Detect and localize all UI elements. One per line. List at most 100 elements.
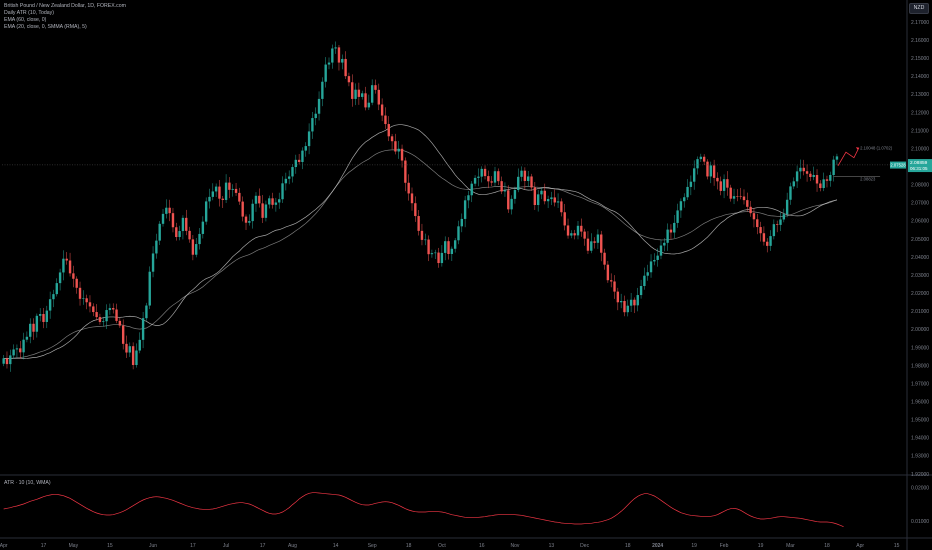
candle-body bbox=[261, 203, 264, 218]
candle-body bbox=[52, 294, 55, 300]
symbol-title[interactable]: British Pound / New Zealand Dollar, 1D, … bbox=[4, 3, 126, 9]
candle-body bbox=[351, 82, 354, 99]
candle-body bbox=[25, 336, 29, 340]
candle-body bbox=[214, 186, 218, 192]
arrow-head-icon bbox=[855, 147, 859, 150]
candle-body bbox=[593, 241, 596, 243]
candle-body bbox=[460, 218, 463, 227]
currency-badge[interactable]: NZD bbox=[909, 3, 929, 14]
level-price-label: 2.08823 bbox=[860, 176, 876, 181]
candle-body bbox=[82, 298, 85, 299]
time-tick-label: 18 bbox=[406, 543, 412, 549]
candle-body bbox=[749, 206, 752, 214]
candle-body bbox=[171, 213, 175, 228]
candle-body bbox=[533, 187, 537, 206]
candle-body bbox=[158, 223, 161, 241]
candle-body bbox=[772, 224, 776, 237]
atr-panel-label[interactable]: ATR · 10 (10, WMA) bbox=[4, 480, 51, 486]
candle-body bbox=[590, 241, 593, 251]
candle-body bbox=[278, 199, 281, 203]
candle-body bbox=[188, 230, 191, 240]
candle-body bbox=[178, 231, 181, 238]
candle-body bbox=[404, 160, 407, 183]
candle-body bbox=[198, 233, 201, 245]
candle-body bbox=[626, 305, 629, 313]
time-tick-label: 17 bbox=[41, 543, 47, 549]
candle-body bbox=[805, 171, 809, 174]
candle-body bbox=[424, 239, 427, 241]
candle-body bbox=[447, 241, 450, 255]
candle-body bbox=[746, 200, 749, 207]
candle-body bbox=[473, 177, 477, 184]
candle-body bbox=[477, 176, 480, 178]
candle-body bbox=[450, 248, 454, 255]
candle-body bbox=[775, 224, 779, 225]
candle-body bbox=[835, 156, 839, 160]
candle-body bbox=[131, 346, 135, 365]
indicator-ema20-label[interactable]: EMA (20, close, 0, SMMA (RMA), 5) bbox=[4, 24, 87, 30]
candle-body bbox=[344, 58, 347, 77]
candle-body bbox=[583, 231, 586, 239]
candle-body bbox=[487, 176, 490, 182]
candle-body bbox=[204, 201, 208, 222]
indicator-atr-label[interactable]: Daily ATR (10, Today) bbox=[4, 10, 54, 16]
candle-body bbox=[9, 355, 12, 365]
candle-body bbox=[752, 213, 756, 220]
candle-body bbox=[228, 182, 231, 190]
candle-body bbox=[38, 314, 42, 316]
candle-body bbox=[566, 225, 570, 236]
candle-body bbox=[75, 278, 78, 288]
candle-body bbox=[520, 170, 523, 177]
candle-body bbox=[254, 195, 258, 204]
candle-body bbox=[367, 102, 371, 108]
candle-body bbox=[500, 181, 503, 192]
candle-body bbox=[58, 272, 62, 284]
candle-body bbox=[686, 186, 689, 198]
candle-body bbox=[546, 199, 550, 202]
candle-body bbox=[563, 212, 566, 226]
candle-body bbox=[470, 183, 473, 196]
candle-body bbox=[221, 198, 224, 200]
candle-body bbox=[639, 286, 643, 296]
candle-body bbox=[334, 47, 337, 49]
candle-body bbox=[536, 194, 540, 206]
candle-body bbox=[513, 190, 517, 199]
price-tick-label: 2.12000 bbox=[911, 110, 929, 116]
candle-body bbox=[434, 252, 437, 254]
price-tick-label: 2.13000 bbox=[911, 92, 929, 98]
candle-body bbox=[357, 89, 361, 97]
candle-body bbox=[45, 310, 49, 322]
price-tick-label: 2.11000 bbox=[911, 128, 929, 134]
candle-body bbox=[258, 195, 261, 204]
price-tick-label: 2.06000 bbox=[911, 219, 929, 225]
candle-body bbox=[822, 179, 825, 189]
price-tick-label: 1.96000 bbox=[911, 399, 929, 405]
price-tick-label: 1.95000 bbox=[911, 418, 929, 424]
candle-body bbox=[248, 221, 251, 223]
time-tick-label: Apr bbox=[0, 543, 8, 549]
candle-body bbox=[384, 115, 387, 125]
candle-body bbox=[102, 321, 105, 322]
candle-body bbox=[274, 202, 278, 205]
indicator-ema60-label[interactable]: EMA (60, close, 0) bbox=[4, 17, 47, 23]
candle-body bbox=[141, 318, 145, 340]
candle-body bbox=[68, 260, 72, 274]
candle-body bbox=[337, 47, 341, 63]
time-tick-label: 18 bbox=[625, 543, 631, 549]
atr-tick-label: 0.02000 bbox=[911, 485, 929, 491]
candle-body bbox=[530, 176, 533, 188]
candle-body bbox=[165, 207, 168, 214]
candle-body bbox=[341, 58, 344, 63]
candle-body bbox=[185, 217, 188, 231]
candle-body bbox=[716, 177, 719, 182]
candle-body bbox=[400, 148, 404, 161]
candle-body bbox=[414, 203, 417, 217]
candle-body bbox=[453, 240, 457, 249]
candle-body bbox=[517, 176, 520, 191]
candle-body bbox=[271, 198, 274, 205]
candle-body bbox=[2, 358, 5, 364]
candle-body bbox=[347, 76, 351, 83]
candle-body bbox=[108, 308, 112, 311]
